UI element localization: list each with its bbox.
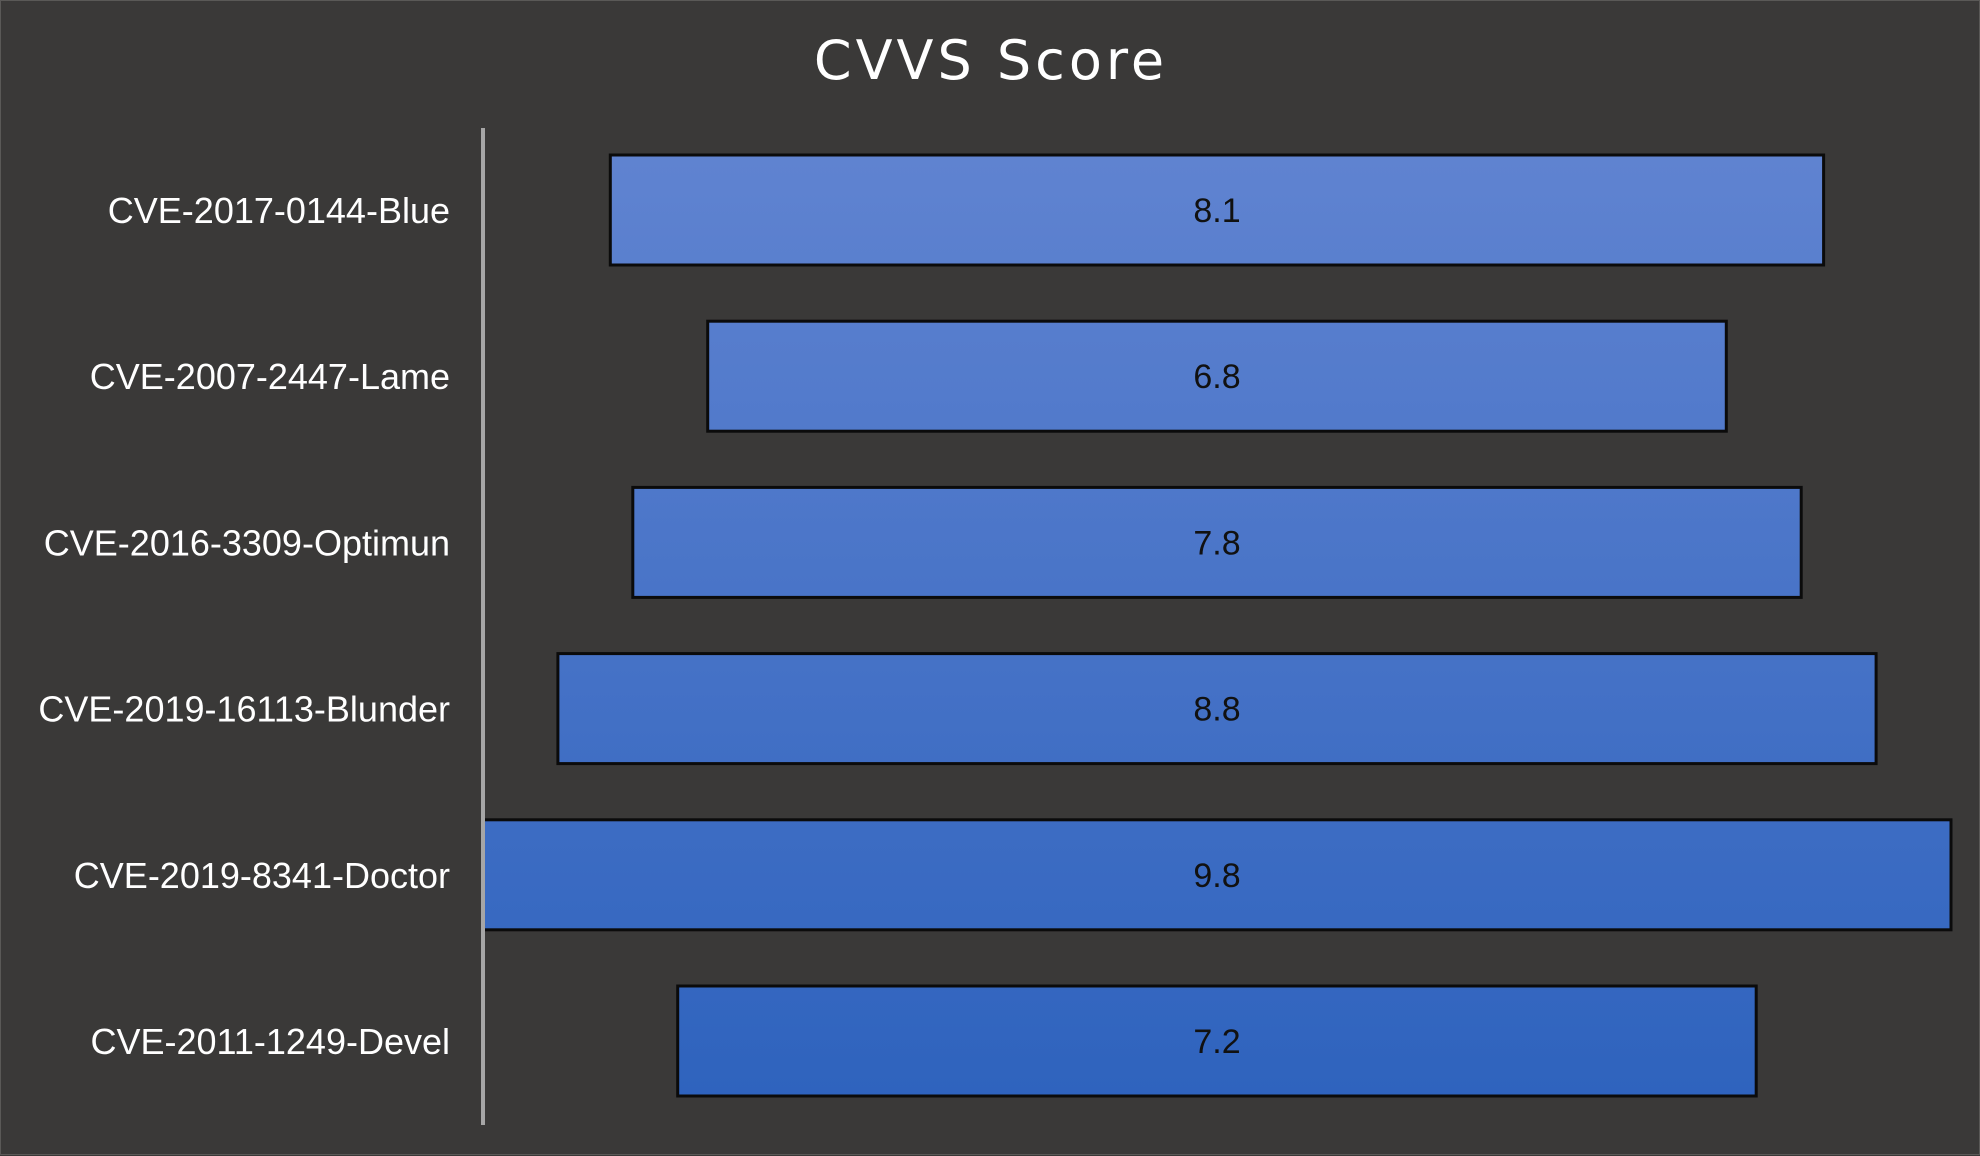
bar-5: [676, 984, 1758, 1098]
category-label-3: CVE-2019-16113-Blunder: [38, 689, 450, 730]
category-label-4: CVE-2019-8341-Doctor: [74, 855, 450, 896]
data-label-5: 7.2: [1193, 1023, 1240, 1061]
bar-4: [481, 818, 1953, 932]
category-label-0: CVE-2017-0144-Blue: [108, 190, 450, 231]
bar-3: [556, 652, 1878, 766]
data-label-4: 9.8: [1193, 857, 1240, 895]
bar-0: [608, 153, 1826, 267]
data-label-3: 8.8: [1193, 691, 1240, 729]
category-label-1: CVE-2007-2447-Lame: [90, 356, 450, 397]
category-label-2: CVE-2016-3309-Optimun: [44, 522, 450, 563]
bar-2: [631, 485, 1803, 599]
data-label-0: 8.1: [1193, 192, 1240, 230]
category-label-5: CVE-2011-1249-Devel: [90, 1021, 450, 1062]
data-label-1: 6.8: [1193, 358, 1240, 396]
data-label-2: 7.8: [1193, 524, 1240, 562]
bar-1: [706, 319, 1728, 433]
chart-title: CVVS Score: [813, 29, 1169, 92]
